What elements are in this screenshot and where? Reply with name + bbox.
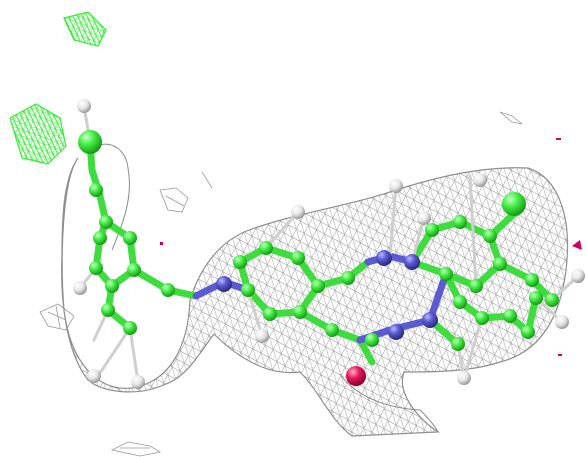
carbon-atom bbox=[101, 303, 115, 317]
carbon-atom bbox=[291, 251, 305, 265]
nitrogen-atom bbox=[376, 250, 392, 266]
carbon-atom bbox=[529, 291, 543, 305]
carbon-atom bbox=[545, 293, 559, 307]
carbon-atom bbox=[493, 257, 507, 271]
carbon-atom bbox=[525, 273, 539, 287]
nitrogen-atom bbox=[388, 324, 404, 340]
carbon-atom bbox=[451, 337, 465, 351]
carbon-atom bbox=[127, 263, 141, 277]
positive-difference-density bbox=[9, 11, 107, 165]
hydrogen-atom bbox=[291, 205, 305, 219]
carbon-atom bbox=[89, 183, 103, 197]
carbon-atom bbox=[425, 223, 439, 237]
carbon-atom bbox=[521, 325, 535, 339]
carbon-atom bbox=[475, 311, 489, 325]
carbon-atom bbox=[453, 215, 467, 229]
hydrogen-atom bbox=[457, 371, 471, 385]
carbon-atom bbox=[453, 295, 467, 309]
carbon-atom bbox=[365, 333, 379, 347]
hydrogen-atom bbox=[473, 173, 487, 187]
negative-difference-density bbox=[160, 138, 582, 356]
nitrogen-atom bbox=[216, 276, 232, 292]
carbon-atom bbox=[241, 283, 255, 297]
carbon-atom bbox=[233, 255, 247, 269]
carbon-atom bbox=[483, 229, 497, 243]
carbon-atom bbox=[469, 279, 483, 293]
hydrogen-atom bbox=[389, 179, 403, 193]
stray-density-fragments bbox=[39, 111, 523, 457]
carbon-atom bbox=[311, 279, 325, 293]
carbon-atom bbox=[503, 309, 517, 323]
carbon-atom bbox=[123, 231, 137, 245]
carbon-atom bbox=[78, 130, 102, 154]
carbon-atom bbox=[105, 279, 119, 293]
carbon-atom bbox=[99, 215, 113, 229]
carbon-atom bbox=[263, 307, 277, 321]
carbon-atom bbox=[161, 283, 175, 297]
carbon-atom bbox=[341, 271, 355, 285]
hydrogen-atom bbox=[255, 329, 269, 343]
hydrogen-atom bbox=[571, 269, 585, 283]
hydrogen-atom bbox=[77, 99, 91, 113]
hydrogen-atom bbox=[555, 315, 569, 329]
oxygen-atom bbox=[346, 366, 366, 386]
carbon-atom bbox=[259, 241, 273, 255]
carbon-atom bbox=[93, 231, 107, 245]
nitrogen-atom bbox=[422, 312, 438, 328]
nitrogen-atom bbox=[404, 254, 420, 270]
carbon-atom bbox=[123, 321, 137, 335]
carbon-atom bbox=[439, 267, 453, 281]
hydrogen-atom bbox=[87, 369, 101, 383]
carbon-atom bbox=[502, 192, 526, 216]
ligand-atoms bbox=[73, 99, 585, 389]
hydrogen-atom bbox=[417, 211, 431, 225]
hydrogen-atom bbox=[131, 375, 145, 389]
hydrogen-atom bbox=[73, 281, 87, 295]
carbon-atom bbox=[89, 261, 103, 275]
carbon-atom bbox=[325, 323, 339, 337]
carbon-atom bbox=[293, 305, 307, 319]
